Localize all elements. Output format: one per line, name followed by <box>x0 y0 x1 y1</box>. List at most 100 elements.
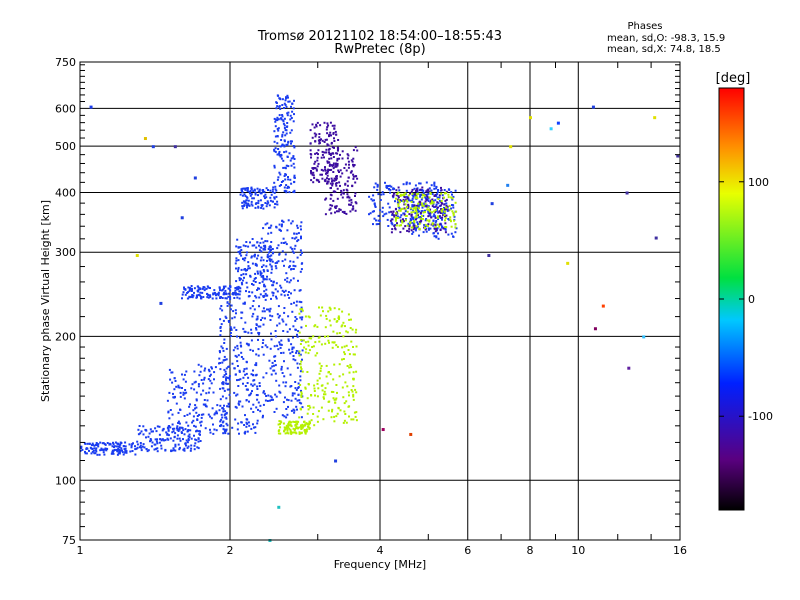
data-point <box>259 241 262 244</box>
data-point <box>413 221 416 224</box>
data-point <box>244 195 247 197</box>
data-point <box>266 346 269 349</box>
data-point <box>220 413 223 416</box>
data-point <box>118 451 121 454</box>
data-point <box>256 398 259 401</box>
data-point <box>346 365 349 367</box>
data-point <box>348 353 351 356</box>
data-point <box>156 442 159 445</box>
data-point <box>324 387 327 390</box>
data-point <box>333 341 336 344</box>
data-point <box>348 405 351 408</box>
data-point <box>296 427 299 430</box>
data-point <box>199 291 202 294</box>
data-point <box>224 410 227 413</box>
data-point <box>275 395 278 398</box>
data-point <box>208 370 211 373</box>
data-point <box>448 188 451 191</box>
data-point <box>229 296 232 299</box>
data-point <box>368 195 371 198</box>
data-point <box>277 316 280 319</box>
data-point <box>334 165 337 168</box>
data-point <box>296 366 299 369</box>
data-point <box>294 428 297 431</box>
data-point <box>405 181 408 184</box>
data-point <box>396 201 399 204</box>
data-point <box>297 232 300 235</box>
data-point <box>199 421 202 424</box>
data-point <box>404 218 407 221</box>
data-point <box>419 201 422 204</box>
data-point <box>123 445 125 448</box>
data-point <box>243 302 246 305</box>
data-point <box>353 411 356 414</box>
data-point <box>263 248 266 251</box>
data-point <box>294 319 297 322</box>
data-point <box>424 196 427 199</box>
data-point <box>435 185 438 188</box>
data-point <box>186 297 189 300</box>
data-point <box>218 409 221 412</box>
data-point <box>410 200 413 203</box>
data-point <box>224 315 227 318</box>
data-point <box>213 413 216 416</box>
data-point <box>329 154 332 157</box>
data-point <box>274 135 277 138</box>
data-point <box>162 427 165 430</box>
data-point <box>240 356 243 358</box>
data-point <box>283 311 286 314</box>
data-point <box>271 260 274 263</box>
data-point <box>207 296 210 299</box>
data-point <box>203 378 206 381</box>
data-point <box>431 198 434 201</box>
data-point <box>291 346 294 349</box>
data-point <box>281 133 284 136</box>
data-point <box>368 213 370 216</box>
data-point <box>445 190 448 193</box>
data-point <box>436 227 439 230</box>
data-point <box>260 206 263 209</box>
data-point <box>290 425 293 428</box>
data-point <box>415 189 418 192</box>
data-point <box>156 438 159 441</box>
data-point <box>240 268 243 271</box>
data-point <box>235 292 237 295</box>
data-point <box>306 397 309 400</box>
data-point <box>240 421 243 424</box>
data-point <box>305 428 308 431</box>
data-point <box>308 316 311 319</box>
data-point <box>328 148 331 150</box>
data-point <box>325 148 328 151</box>
data-point <box>377 219 380 222</box>
data-point <box>260 319 262 321</box>
data-point <box>283 264 285 267</box>
data-point <box>260 250 263 253</box>
data-point <box>392 210 395 213</box>
data-point <box>328 319 331 322</box>
data-point <box>321 177 324 180</box>
data-point <box>426 208 429 211</box>
data-point <box>298 300 301 303</box>
data-point <box>412 201 415 204</box>
data-point <box>295 427 298 430</box>
data-point <box>98 453 101 456</box>
data-point <box>317 149 320 152</box>
data-point <box>284 173 287 176</box>
data-point <box>408 213 411 216</box>
data-point <box>311 123 314 126</box>
data-point <box>403 196 406 199</box>
data-point <box>174 449 177 452</box>
data-point <box>282 122 285 125</box>
data-point <box>341 310 344 313</box>
data-point <box>176 427 178 430</box>
data-point <box>219 425 222 428</box>
data-point <box>141 445 144 448</box>
data-point <box>443 206 445 209</box>
data-point <box>280 229 282 232</box>
data-point <box>174 445 177 448</box>
data-point <box>443 196 445 199</box>
data-point <box>405 215 408 217</box>
data-point <box>222 349 225 352</box>
data-point <box>203 286 206 289</box>
data-point <box>257 202 260 205</box>
